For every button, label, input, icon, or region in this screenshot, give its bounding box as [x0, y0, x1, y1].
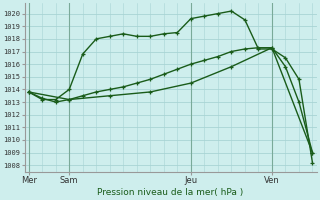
- X-axis label: Pression niveau de la mer( hPa ): Pression niveau de la mer( hPa ): [98, 188, 244, 197]
